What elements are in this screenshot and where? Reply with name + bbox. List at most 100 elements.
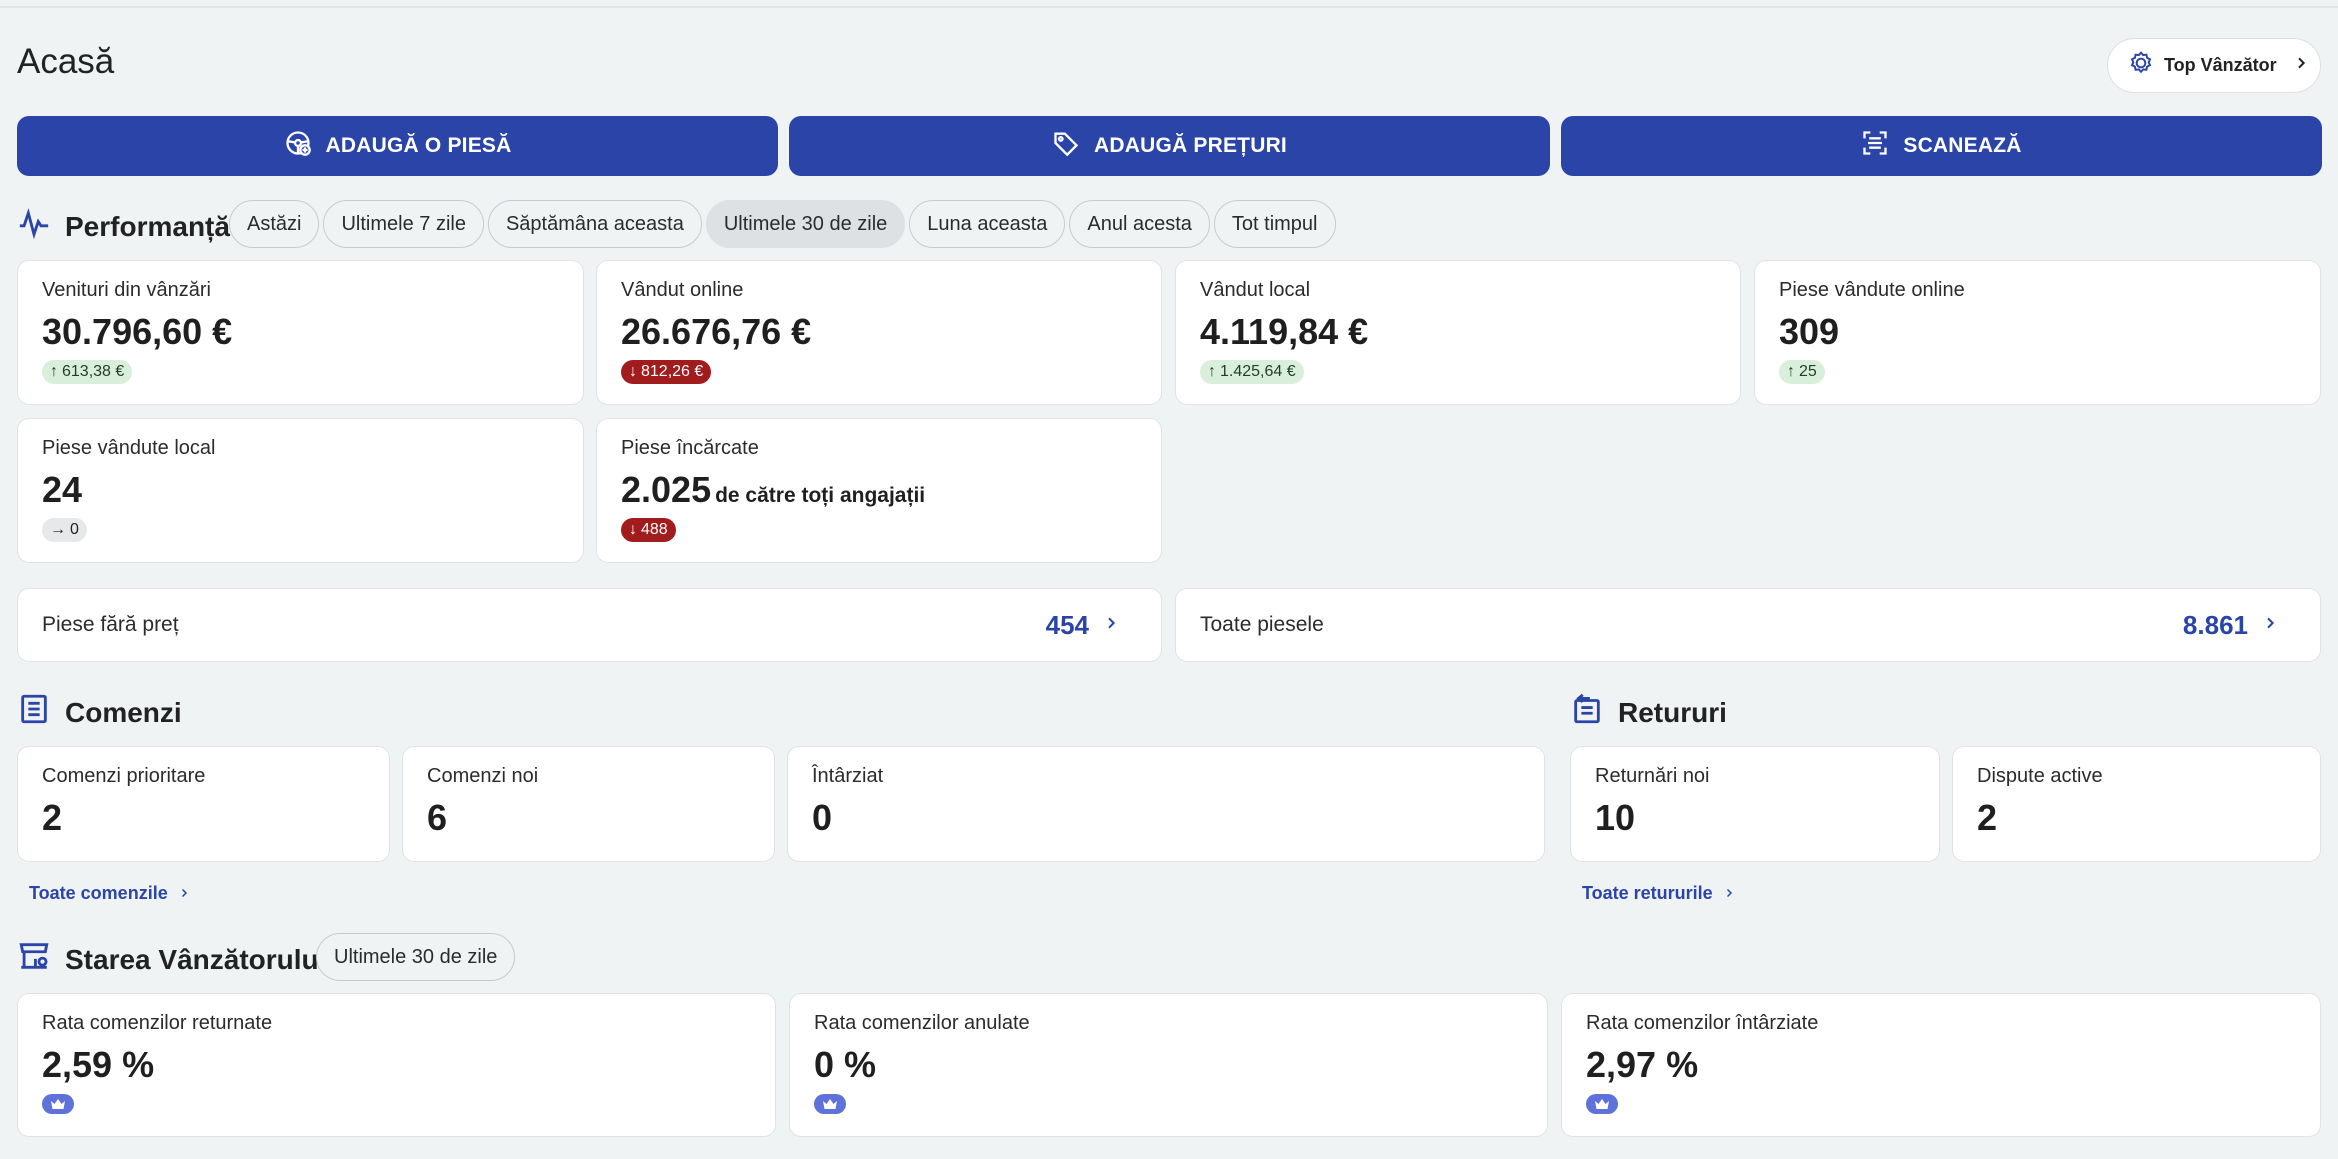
- delta-badge: ↓ 488: [621, 518, 676, 542]
- unpriced-parts-link[interactable]: Piese fără preț 454: [17, 588, 1162, 662]
- filter-this-month[interactable]: Luna aceasta: [909, 200, 1066, 248]
- sales-revenue-card: Venituri din vânzări 30.796,60 € ↑ 613,38…: [17, 260, 584, 405]
- metric-label: Rata comenzilor anulate: [814, 1012, 1030, 1034]
- sold-online-card: Vândut online 26.676,76 € ↓ 812,26 €: [596, 260, 1162, 405]
- delta-value: 25: [1799, 363, 1817, 380]
- scan-icon: [1861, 129, 1889, 163]
- metric-value: 2,59 %: [42, 1044, 155, 1085]
- all-returns-label: Toate retururile: [1582, 883, 1713, 903]
- orders-title: Comenzi: [65, 696, 182, 728]
- crown-icon: [814, 1094, 846, 1114]
- metric-label: Rata comenzilor întârziate: [1586, 1012, 1819, 1034]
- metric-label: Rata comenzilor returnate: [42, 1012, 273, 1034]
- metric-value-row: 2.025 de către toți angajații: [621, 469, 925, 511]
- add-part-button[interactable]: ADAUGĂ O PIESĂ: [17, 116, 778, 176]
- delta-badge: ↑ 1.425,64 €: [1200, 360, 1304, 384]
- metric-value: 309: [1779, 311, 1840, 352]
- unpriced-parts-count: 454: [1045, 609, 1089, 640]
- metric-value: 26.676,76 €: [621, 311, 812, 352]
- metric-value: 2,97 %: [1586, 1044, 1699, 1085]
- crown-icon: [42, 1094, 74, 1114]
- chevron-right-icon: [1723, 883, 1735, 904]
- filter-last-30-days[interactable]: Ultimele 30 de zile: [705, 200, 906, 248]
- cancelled-orders-rate-card: Rata comenzilor anulate 0 %: [789, 993, 1548, 1137]
- chevron-right-icon: [2293, 55, 2309, 76]
- delta-value: 0: [70, 521, 79, 538]
- new-returns-card[interactable]: Returnări noi 10: [1570, 746, 1940, 862]
- metric-suffix: de către toți angajații: [715, 484, 926, 507]
- all-returns-link[interactable]: Toate retururile: [1582, 883, 1735, 904]
- top-divider: [0, 6, 2338, 8]
- all-parts-label: Toate piesele: [1200, 613, 1324, 636]
- scan-label: SCANEAZĂ: [1903, 134, 2022, 157]
- metric-value: 2: [42, 797, 63, 838]
- active-disputes-card[interactable]: Dispute active 2: [1952, 746, 2321, 862]
- filter-this-year[interactable]: Anul acesta: [1069, 200, 1210, 248]
- delta-badge: ↑ 25: [1779, 360, 1825, 384]
- top-seller-label: Top Vânzător: [2164, 55, 2277, 75]
- scan-button[interactable]: SCANEAZĂ: [1561, 116, 2322, 176]
- delta-value: 488: [641, 521, 668, 538]
- unpriced-parts-label: Piese fără preț: [42, 613, 179, 636]
- all-orders-label: Toate comenzile: [29, 883, 168, 903]
- seller-status-title: Starea Vânzătorului: [65, 943, 327, 975]
- metric-label: Vândut online: [621, 279, 744, 301]
- metric-value: 2.025: [621, 469, 712, 510]
- metric-label: Venituri din vânzări: [42, 279, 211, 301]
- priority-orders-card[interactable]: Comenzi prioritare 2: [17, 746, 390, 862]
- all-parts-count: 8.861: [2182, 609, 2248, 640]
- arrow-down-icon: ↓: [629, 363, 637, 380]
- metric-value: 10: [1595, 797, 1636, 838]
- all-orders-link[interactable]: Toate comenzile: [29, 883, 190, 904]
- parts-sold-online-card: Piese vândute online 309 ↑ 25: [1754, 260, 2321, 405]
- delayed-orders-card[interactable]: Întârziat 0: [787, 746, 1545, 862]
- metric-label: Piese încărcate: [621, 437, 759, 459]
- steering-wheel-icon: [284, 129, 312, 163]
- parts-uploaded-card: Piese încărcate 2.025 de către toți angaj…: [596, 418, 1162, 563]
- returns-title: Retururi: [1618, 696, 1727, 728]
- metric-label: Comenzi noi: [427, 765, 539, 787]
- crown-icon: [1586, 1094, 1618, 1114]
- arrow-down-icon: ↓: [629, 521, 637, 538]
- metric-label: Vândut local: [1200, 279, 1311, 301]
- seller-status-period-chip[interactable]: Ultimele 30 de zile: [316, 933, 516, 981]
- badge-gear-icon: [2128, 50, 2154, 81]
- metric-value: 30.796,60 €: [42, 311, 233, 352]
- activity-icon: [17, 206, 51, 247]
- arrow-up-icon: ↑: [1787, 363, 1795, 380]
- delta-value: 613,38 €: [62, 363, 125, 380]
- performance-title: Performanță: [65, 210, 230, 242]
- metric-label: Returnări noi: [1595, 765, 1710, 787]
- top-seller-button[interactable]: Top Vânzător: [2107, 38, 2321, 93]
- new-orders-card[interactable]: Comenzi noi 6: [402, 746, 775, 862]
- metric-value: 0 %: [814, 1044, 877, 1085]
- price-tag-icon: [1052, 129, 1080, 163]
- add-prices-button[interactable]: ADAUGĂ PREȚURI: [789, 116, 1550, 176]
- metric-value: 2: [1977, 797, 1998, 838]
- metric-label: Piese vândute local: [42, 437, 216, 459]
- all-parts-link[interactable]: Toate piesele 8.861: [1175, 588, 2321, 662]
- arrow-up-icon: ↑: [50, 363, 58, 380]
- sold-local-card: Vândut local 4.119,84 € ↑ 1.425,64 €: [1175, 260, 1741, 405]
- arrow-right-icon: →: [50, 521, 66, 538]
- seller-status-header: Starea Vânzătorului: [17, 939, 326, 980]
- add-part-label: ADAUGĂ O PIESĂ: [325, 134, 512, 157]
- filter-this-week[interactable]: Săptămâna aceasta: [487, 200, 702, 248]
- filter-today[interactable]: Astăzi: [229, 200, 320, 248]
- metric-label: Întârziat: [812, 765, 884, 787]
- filter-last-7-days[interactable]: Ultimele 7 zile: [323, 200, 484, 248]
- delta-badge: ↑ 613,38 €: [42, 360, 133, 384]
- filter-all-time[interactable]: Tot timpul: [1213, 200, 1336, 248]
- arrow-up-icon: ↑: [1208, 363, 1216, 380]
- chevron-right-icon: [178, 883, 190, 904]
- metric-label: Dispute active: [1977, 765, 2103, 787]
- list-icon: [17, 692, 51, 733]
- metric-label: Piese vândute online: [1779, 279, 1965, 301]
- period-filter-group: Astăzi Ultimele 7 zile Săptămâna aceasta…: [229, 200, 1336, 248]
- chevron-right-icon: [2262, 615, 2278, 636]
- orders-header: Comenzi: [17, 692, 182, 733]
- parts-sold-local-card: Piese vândute local 24 → 0: [17, 418, 584, 563]
- page-title: Acasă: [17, 42, 115, 81]
- metric-label: Comenzi prioritare: [42, 765, 206, 787]
- return-receipt-icon: [1570, 692, 1604, 733]
